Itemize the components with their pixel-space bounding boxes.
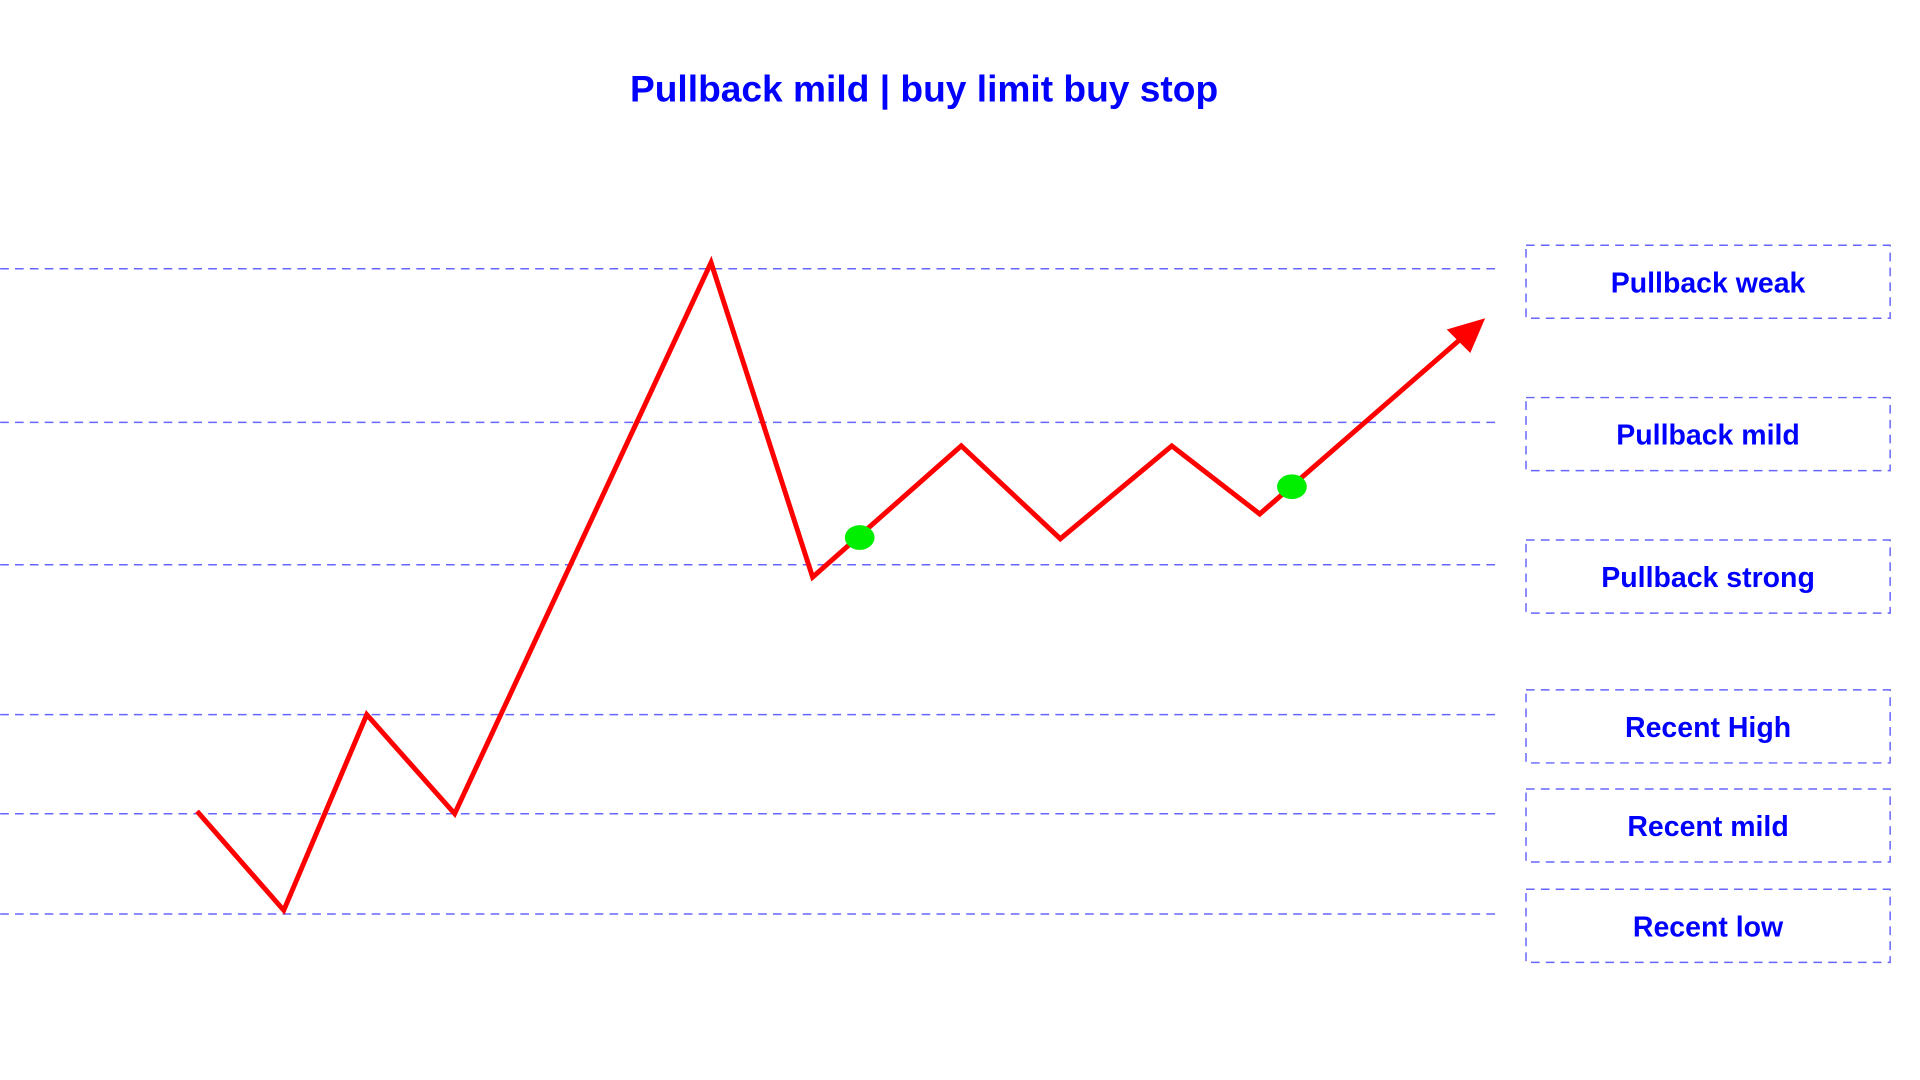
- diagram-title: Pullback mild | buy limit buy stop: [630, 68, 1218, 111]
- level-label-box: [1525, 539, 1891, 614]
- level-label: Recent mild: [1627, 811, 1788, 843]
- arrow-head-icon: [1446, 318, 1486, 353]
- level-label: Recent low: [1633, 911, 1784, 943]
- level-lines: [0, 268, 1497, 915]
- level-label-box: [1525, 689, 1891, 764]
- buy-stop-entry-marker: [1277, 474, 1307, 500]
- price-path: [195, 255, 1474, 915]
- level-label: Pullback weak: [1611, 267, 1806, 299]
- level-label-box: [1525, 788, 1891, 863]
- level-label: Pullback mild: [1616, 420, 1800, 452]
- buy-limit-entry-marker: [844, 525, 875, 550]
- level-label: Recent High: [1625, 712, 1791, 744]
- level-label-box: [1525, 244, 1891, 320]
- level-label-box: [1525, 396, 1891, 472]
- level-label-box: [1525, 888, 1891, 964]
- level-label: Pullback strong: [1601, 562, 1815, 594]
- level-labels: Pullback weak Pullback mild Pullback stron…: [1525, 244, 1891, 964]
